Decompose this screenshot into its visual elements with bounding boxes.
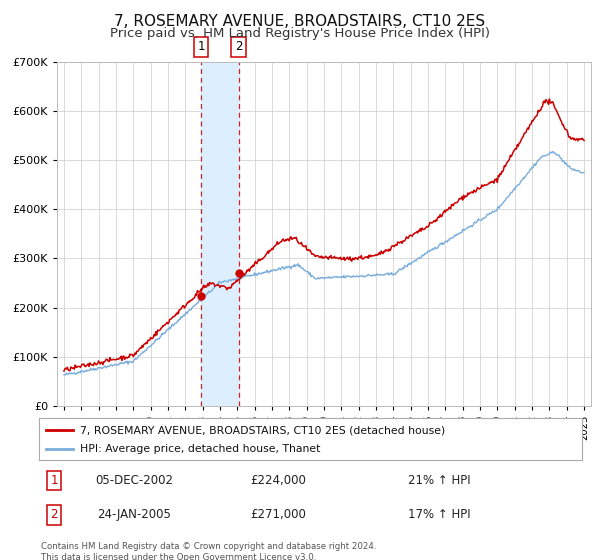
Text: 2: 2 (50, 508, 58, 521)
Text: Contains HM Land Registry data © Crown copyright and database right 2024.
This d: Contains HM Land Registry data © Crown c… (41, 542, 376, 560)
Text: £271,000: £271,000 (250, 508, 306, 521)
Text: 17% ↑ HPI: 17% ↑ HPI (408, 508, 471, 521)
Text: 1: 1 (197, 40, 205, 53)
Text: HPI: Average price, detached house, Thanet: HPI: Average price, detached house, Than… (80, 444, 320, 454)
Text: Price paid vs. HM Land Registry's House Price Index (HPI): Price paid vs. HM Land Registry's House … (110, 27, 490, 40)
Text: 05-DEC-2002: 05-DEC-2002 (95, 474, 173, 487)
Text: 21% ↑ HPI: 21% ↑ HPI (408, 474, 471, 487)
Text: 7, ROSEMARY AVENUE, BROADSTAIRS, CT10 2ES (detached house): 7, ROSEMARY AVENUE, BROADSTAIRS, CT10 2E… (80, 425, 445, 435)
Text: 1: 1 (50, 474, 58, 487)
Text: 24-JAN-2005: 24-JAN-2005 (97, 508, 171, 521)
Bar (201, 62, 239, 406)
Text: 2: 2 (235, 40, 242, 53)
Text: £224,000: £224,000 (250, 474, 306, 487)
Text: 7, ROSEMARY AVENUE, BROADSTAIRS, CT10 2ES: 7, ROSEMARY AVENUE, BROADSTAIRS, CT10 2E… (115, 14, 485, 29)
